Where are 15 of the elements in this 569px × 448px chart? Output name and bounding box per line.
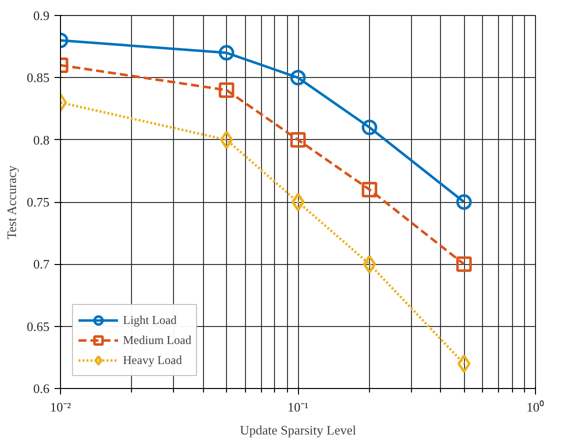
y-tick-label: 0.8 bbox=[33, 132, 50, 148]
legend-label: Medium Load bbox=[123, 332, 192, 348]
x-tick-label: 10⁰ bbox=[526, 400, 544, 414]
y-tick-label: 0.7 bbox=[33, 256, 50, 272]
x-tick-label: 10⁻¹ bbox=[288, 400, 309, 414]
y-axis-title: Test Accuracy bbox=[4, 164, 19, 240]
y-tick-label: 0.6 bbox=[33, 381, 50, 396]
legend-label: Heavy Load bbox=[123, 352, 182, 368]
y-tick-label: 0.9 bbox=[33, 8, 50, 23]
y-tick-label: 0.65 bbox=[26, 318, 50, 334]
legend-label: Light Load bbox=[123, 312, 177, 328]
y-tick-label: 0.75 bbox=[26, 194, 50, 210]
x-tick-label: 10⁻² bbox=[50, 400, 72, 414]
x-axis-title: Update Sparsity Level bbox=[240, 422, 357, 438]
y-tick-label: 0.85 bbox=[26, 70, 50, 86]
